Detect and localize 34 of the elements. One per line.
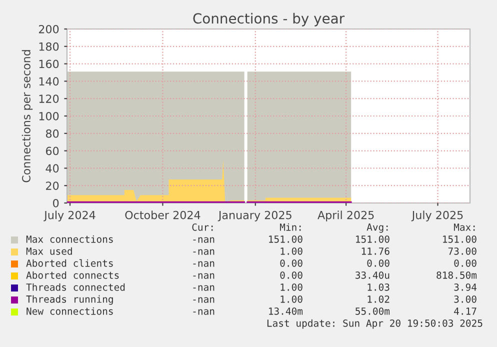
- text: -nan 1.00 1.03 3.94: [193, 283, 477, 291]
- legend-label: Aborted clients: [26, 259, 113, 267]
- y-axis-title: Connections per second: [22, 50, 33, 182]
- legend-label: Max connections: [26, 235, 113, 243]
- legend-label: New connections: [26, 307, 113, 315]
- legend-label: Aborted connects: [26, 271, 119, 279]
- x-tick-label: April 2025: [318, 210, 374, 222]
- legend-label: Threads connected: [26, 283, 125, 291]
- x-tick-label: October 2024: [125, 210, 200, 220]
- text: -nan 0.00 0.00 0.00: [193, 259, 476, 267]
- y-tick-label: 100: [39, 112, 59, 120]
- chart-title: Connections - by year: [193, 12, 345, 26]
- x-tick-label: July 2024: [44, 210, 96, 222]
- legend-label: Max used: [26, 247, 72, 255]
- text: -nan 1.00 1.02 3.00: [193, 295, 476, 303]
- y-tick-label: 200: [38, 24, 59, 34]
- y-tick-label: 40: [46, 164, 59, 173]
- text: -nan 0.00 33.40u 818.50m: [193, 271, 477, 279]
- y-tick-label: 180: [39, 42, 59, 51]
- text: Cur: Min: Avg: Max:: [192, 223, 475, 233]
- x-tick-label: July 2025: [411, 210, 463, 222]
- y-tick-label: 120: [39, 94, 59, 103]
- text: -nan 13.40m 55.00m 4.17: [193, 307, 476, 315]
- y-tick-label: 140: [39, 77, 59, 86]
- text: -nan 1.00 11.76 73.00: [193, 247, 476, 255]
- x-tick-label: January 2025: [218, 210, 292, 222]
- text: -nan 151.00 151.00 151.00: [193, 235, 476, 243]
- y-tick-label: 80: [46, 129, 59, 138]
- y-tick-label: 160: [39, 60, 59, 68]
- y-tick-label: 60: [46, 146, 59, 156]
- y-tick-label: 20: [46, 182, 59, 190]
- y-tick-label: 0: [53, 198, 59, 208]
- text: Last update: Sun Apr 20 19:50:03 2025: [267, 319, 482, 329]
- legend-label: Threads running: [26, 295, 113, 305]
